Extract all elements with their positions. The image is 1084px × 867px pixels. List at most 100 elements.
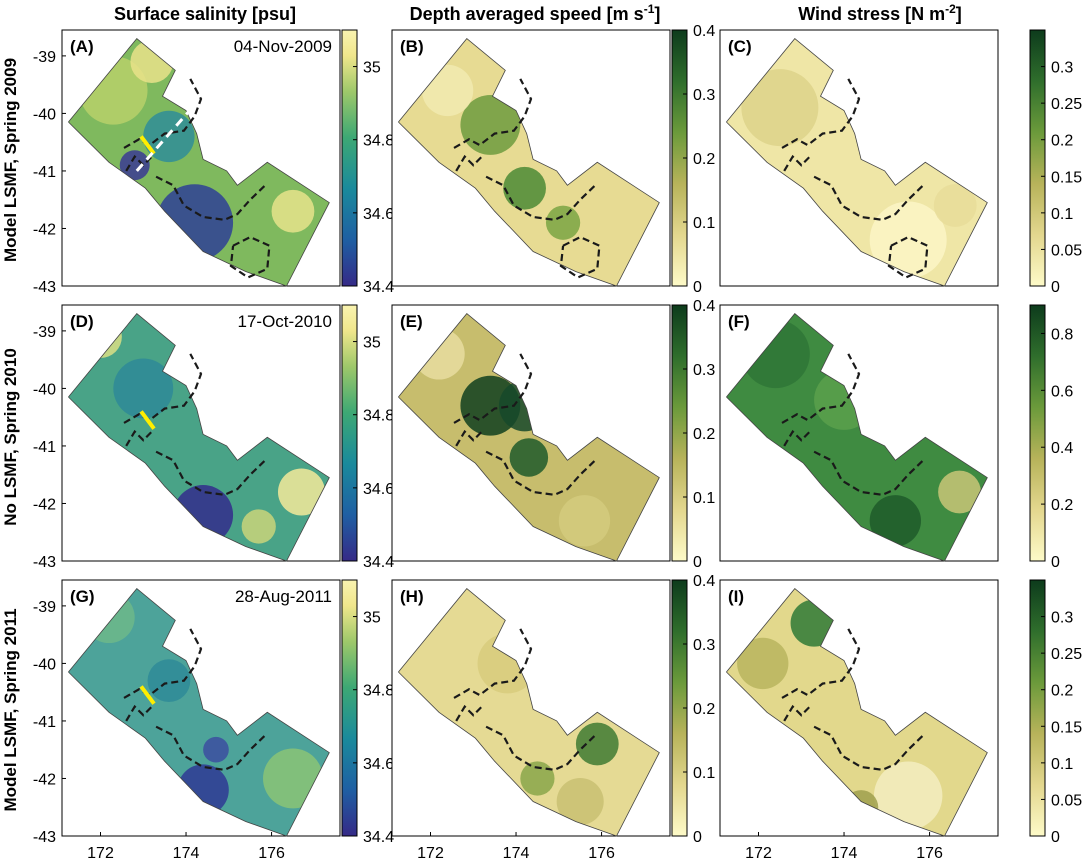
domain-outline [68,313,330,562]
colorbar-tick-label: 34.6 [363,756,394,773]
colorbar-tick-label: 34.4 [363,554,394,571]
dashed-contour [455,704,483,722]
colorbar-tick-label: 34.8 [363,683,394,700]
dashed-contour [485,175,596,221]
y-tick-label: -43 [33,829,56,846]
panel-label: (A) [70,37,94,56]
colorbar-gradient [1029,304,1046,562]
panel-label: (F) [728,312,750,331]
colorbar-tick-label: 34.6 [363,206,394,223]
eddy-contour [887,235,929,279]
colorbar-tick-label: 0.1 [1051,206,1073,223]
x-tick-label: 174 [173,845,200,862]
y-tick-label: -43 [33,279,56,296]
colorbar-tick-label: 0.2 [693,426,715,443]
dashed-contour [813,450,924,496]
colorbar-tick-label: 0.05 [1051,792,1082,809]
dashed-contour [123,628,203,699]
colorbar-tick-label: 0.15 [1051,169,1082,186]
map-field [726,38,988,286]
dashed-contour [783,154,811,172]
colorbar-tick-label: 0.6 [1051,383,1073,400]
map-patch [203,736,229,763]
colorbar: 0.3 0.25 0.2 0.15 0.1 0.05 0 [1029,29,1082,296]
dashed-contour [781,78,861,149]
colorbar-tick-label: 0.15 [1051,719,1082,736]
dashed-contour [155,725,266,771]
domain-outline [68,38,330,287]
colorbar: 0.4 0.3 0.2 0.1 0 [671,23,715,296]
y-tick-label: -42 [33,221,56,238]
colorbar-tick-label: 34.8 [363,408,394,425]
map-patch [545,205,581,240]
transect-yellow [139,685,156,705]
y-tick-label: -39 [33,49,56,66]
map-patch [119,150,150,181]
dashed-contour [125,429,153,447]
panel-label: (G) [70,587,95,606]
eddy-contour [559,235,601,279]
map-patch [556,777,604,826]
map-patch [241,509,276,544]
panel-label: (D) [70,312,94,331]
dashed-contour [123,353,203,424]
map-patch [938,470,981,514]
dashed-contour [485,450,596,496]
colorbar-tick-label: 0.3 [693,362,715,379]
panel-b: (B) 0.4 0.3 0.2 0.1 0 [391,23,715,296]
panel-label: (I) [728,587,744,606]
colorbar-gradient [341,304,358,562]
colorbar-tick-label: 0.1 [693,765,715,782]
y-tick-label: -41 [33,714,56,731]
dashed-contour [783,429,811,447]
colorbar-tick-label: 0.05 [1051,242,1082,259]
panel-date: 17-Oct-2010 [238,312,333,331]
x-tick-label: 176 [258,845,285,862]
colorbar-tick-label: 0 [1051,279,1060,296]
panel-i: (I) 172 174 176 0.3 0.25 0.2 0.15 0.1 0.05 0 [719,579,1082,862]
colorbar-tick-label: 0.8 [1051,326,1073,343]
domain-outline [398,588,660,837]
map-patch [503,166,546,210]
map-patch [520,761,555,796]
colorbar-tick-label: 0.3 [693,637,715,654]
row-title-2009: Model LSMF, Spring 2009 [1,58,20,262]
y-tick-label: -43 [33,554,56,571]
dashed-contour [813,175,924,221]
colorbar: 0.3 0.25 0.2 0.15 0.1 0.05 0 [1029,579,1082,846]
domain-outline [726,588,988,837]
map-patch [933,184,977,227]
colorbar-tick-label: 0.25 [1051,646,1082,663]
y-tick-label: -40 [33,656,56,673]
colorbar-tick-label: 0.2 [1051,683,1073,700]
colorbar-gradient [1029,579,1046,837]
colorbar-tick-label: 0.3 [693,87,715,104]
y-tick-label: -41 [33,164,56,181]
colorbar-tick-label: 0.1 [693,215,715,232]
map-patch [460,94,521,155]
dashed-contour [125,704,153,722]
map-patch [741,69,819,147]
panel-a: (A) 04-Nov-2009-39-40-41-42-433534.834.63… [33,29,394,296]
y-tick-label: -39 [33,599,56,616]
dashed-contour [125,154,153,172]
panel-d: (D) 17-Oct-2010-39-40-41-42-433534.834.63… [33,304,394,571]
y-tick-label: -42 [33,496,56,513]
map-field [68,38,330,286]
panel-date: 28-Aug-2011 [235,587,332,606]
panel-c: (C) 0.3 0.25 0.2 0.15 0.1 0.05 0 [719,29,1082,296]
dashed-contour [455,429,483,447]
panel-label: (H) [400,587,424,606]
colorbar-tick-label: 34.4 [363,829,394,846]
column-title-speed: Depth averaged speed [m s-1] [410,2,661,24]
x-tick-label: 176 [916,845,943,862]
row-title-2010: No LSMF, Spring 2010 [1,348,20,526]
colorbar-tick-label: 0.2 [1051,497,1073,514]
dashed-contour [155,450,266,496]
panel-label: (C) [728,37,752,56]
column-title-salinity: Surface salinity [psu] [114,4,296,24]
map-patch [869,495,922,547]
map-patch [509,438,549,477]
transect-yellow [139,410,156,430]
